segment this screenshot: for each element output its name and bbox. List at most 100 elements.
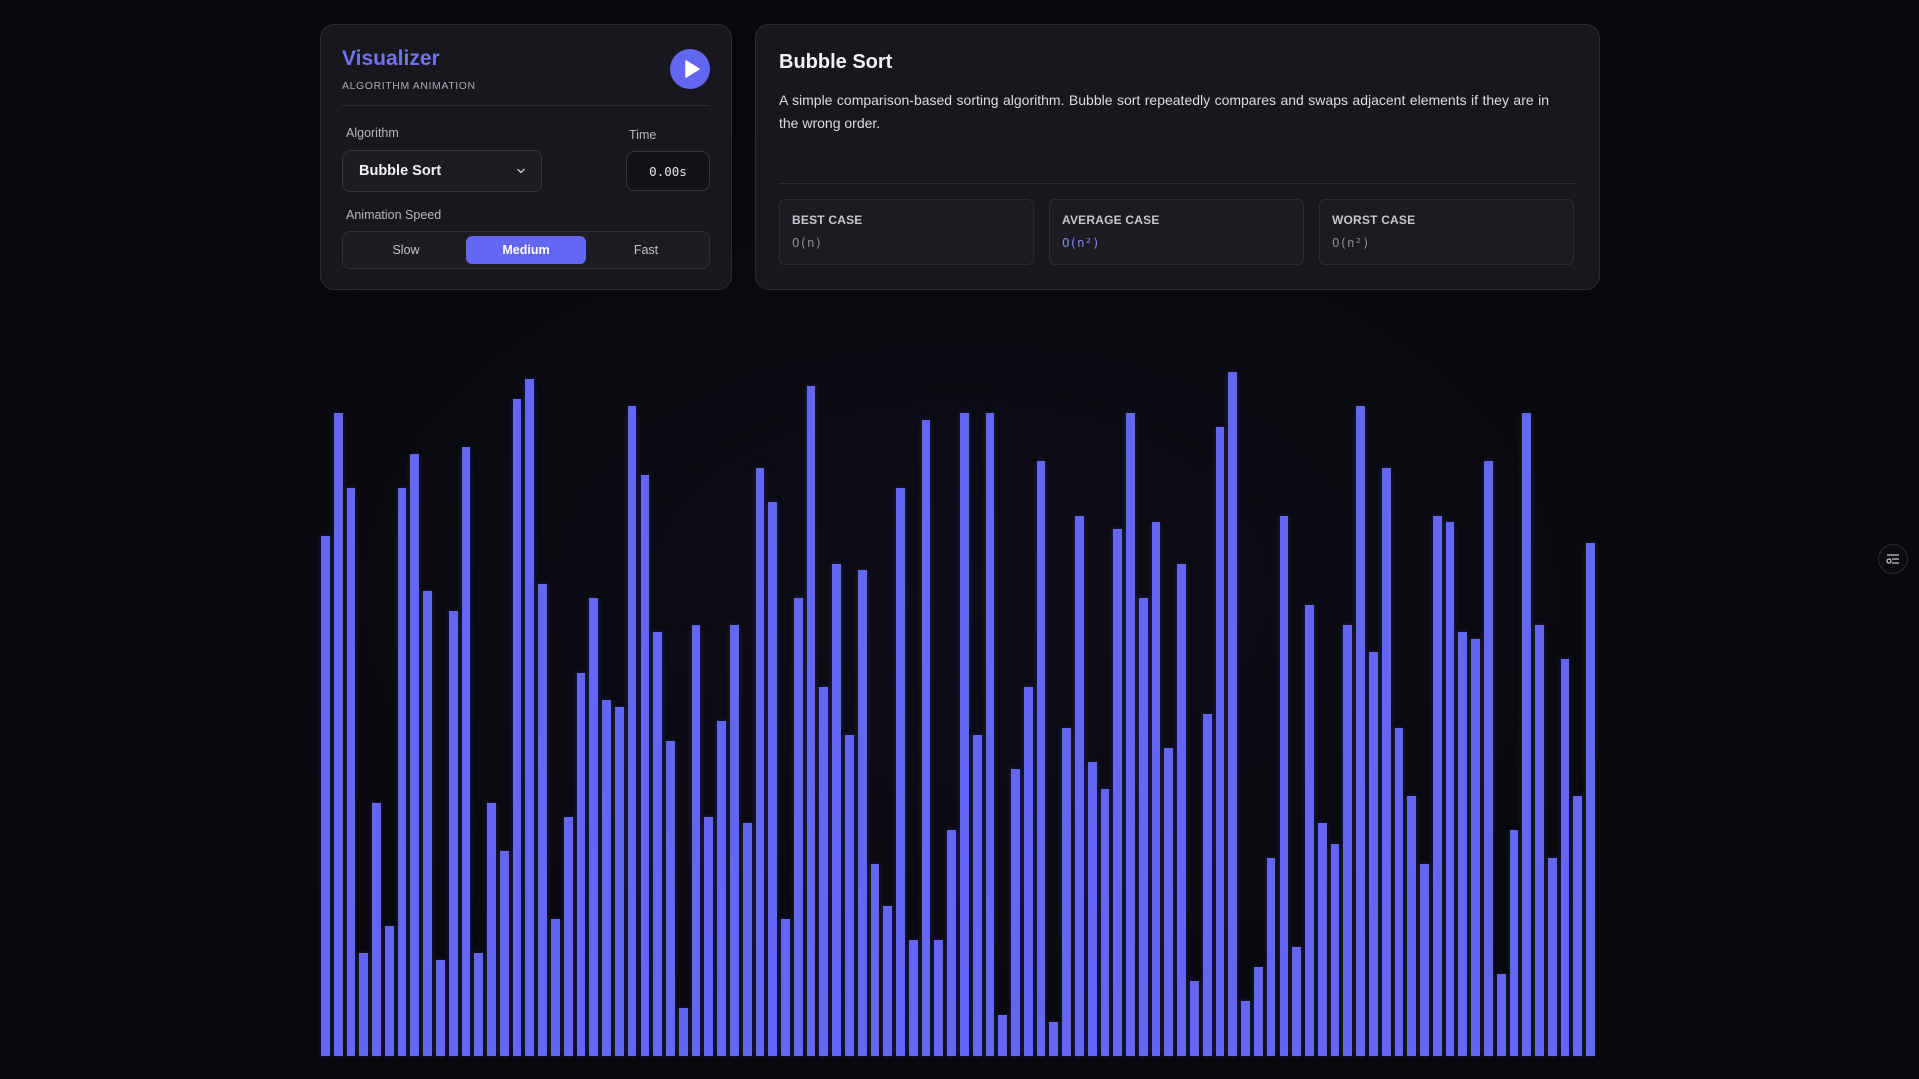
play-button[interactable] [670, 49, 710, 89]
array-bar [1420, 864, 1429, 1056]
array-bar [1126, 413, 1135, 1056]
array-bar [1471, 638, 1480, 1056]
array-bar [1292, 946, 1302, 1056]
control-panel: Visualizer ALGORITHM ANIMATION Algorithm… [320, 24, 732, 290]
array-bar [397, 488, 407, 1056]
panel-divider [342, 105, 710, 106]
array-bar [1586, 543, 1595, 1056]
array-bar [512, 399, 522, 1056]
array-bar [1279, 515, 1289, 1056]
array-bar [921, 419, 931, 1056]
array-bar [666, 741, 675, 1056]
speed-label: Animation Speed [346, 208, 442, 222]
array-bar [844, 734, 854, 1056]
array-bar [1445, 522, 1455, 1056]
speed-slow-button[interactable]: Slow [346, 236, 466, 264]
array-bar [819, 686, 829, 1056]
array-bar [1509, 830, 1519, 1056]
array-bar [704, 816, 714, 1056]
array-bar [1049, 1021, 1059, 1056]
array-bar [563, 816, 573, 1056]
array-bar [551, 919, 560, 1056]
speed-medium-button[interactable]: Medium [466, 236, 586, 264]
array-bar [1483, 460, 1493, 1056]
array-bar [410, 454, 420, 1056]
app-subtitle: ALGORITHM ANIMATION [342, 80, 476, 92]
array-bar [768, 501, 778, 1056]
info-divider [779, 183, 1576, 184]
array-bar [934, 939, 944, 1056]
best-case-label: BEST CASE [792, 213, 863, 227]
array-bar [1432, 515, 1442, 1056]
array-bar [1407, 796, 1417, 1056]
array-bar [1036, 460, 1046, 1056]
algorithm-select[interactable]: Bubble Sort [342, 150, 542, 192]
array-bar [461, 447, 471, 1056]
array-bar [793, 597, 803, 1056]
array-bar [857, 570, 867, 1056]
array-bar [1522, 413, 1532, 1056]
array-bar [1266, 857, 1276, 1056]
array-bar [333, 413, 343, 1056]
array-bar [448, 611, 458, 1056]
array-bar [1138, 597, 1148, 1056]
array-bar [1535, 625, 1544, 1056]
array-bar [359, 953, 369, 1056]
best-case-value: O(n) [792, 235, 823, 250]
array-bar [627, 406, 637, 1056]
array-bar [1458, 631, 1468, 1056]
array-bar [1496, 973, 1506, 1056]
array-bar [1100, 789, 1110, 1056]
array-bar [1062, 727, 1071, 1056]
array-bar [1113, 529, 1123, 1056]
average-case-value: O(n²) [1062, 235, 1100, 250]
array-bar [653, 631, 663, 1056]
array-bar [870, 864, 880, 1056]
array-bar [883, 905, 893, 1056]
array-bar [346, 488, 356, 1056]
array-bars-container [321, 372, 1599, 1056]
speed-fast-button[interactable]: Fast [586, 236, 706, 264]
worst-case-value: O(n²) [1332, 235, 1370, 250]
array-bar [1394, 727, 1404, 1056]
array-bar [1356, 406, 1365, 1056]
array-bar [1215, 426, 1225, 1056]
array-bar [1241, 1001, 1250, 1056]
array-bar [972, 734, 982, 1056]
algorithm-label: Algorithm [346, 126, 399, 140]
array-bar [1151, 522, 1161, 1056]
chevron-down-icon [517, 168, 525, 174]
array-bar [589, 597, 599, 1056]
array-bar [1202, 714, 1212, 1056]
array-bar [985, 413, 995, 1056]
array-bar [1228, 372, 1238, 1056]
settings-toggle-button[interactable] [1878, 544, 1908, 574]
array-bar [1023, 686, 1033, 1056]
array-bar [474, 953, 484, 1056]
array-bar [678, 1008, 688, 1056]
array-bar [1011, 768, 1020, 1056]
array-bar [321, 536, 330, 1056]
array-bar [576, 672, 586, 1056]
array-bar [1177, 563, 1187, 1056]
array-bar [742, 823, 752, 1056]
sliders-icon [1886, 554, 1899, 564]
array-bar [1547, 857, 1557, 1056]
array-bar [1573, 796, 1583, 1056]
array-bar [908, 939, 918, 1056]
array-bar [487, 802, 496, 1056]
average-case-card: AVERAGE CASE O(n²) [1049, 199, 1304, 265]
array-bar [384, 926, 394, 1056]
array-bar [1075, 515, 1084, 1056]
array-bar [499, 850, 509, 1056]
array-bar [781, 919, 790, 1056]
algorithm-description: A simple comparison-based sorting algori… [779, 92, 1549, 131]
array-bar [1343, 625, 1353, 1056]
app-title: Visualizer [342, 47, 440, 70]
algorithm-title: Bubble Sort [779, 51, 893, 73]
array-bar [1381, 467, 1391, 1056]
array-bar [960, 413, 969, 1056]
array-bar [755, 467, 765, 1056]
array-bar [602, 700, 611, 1056]
